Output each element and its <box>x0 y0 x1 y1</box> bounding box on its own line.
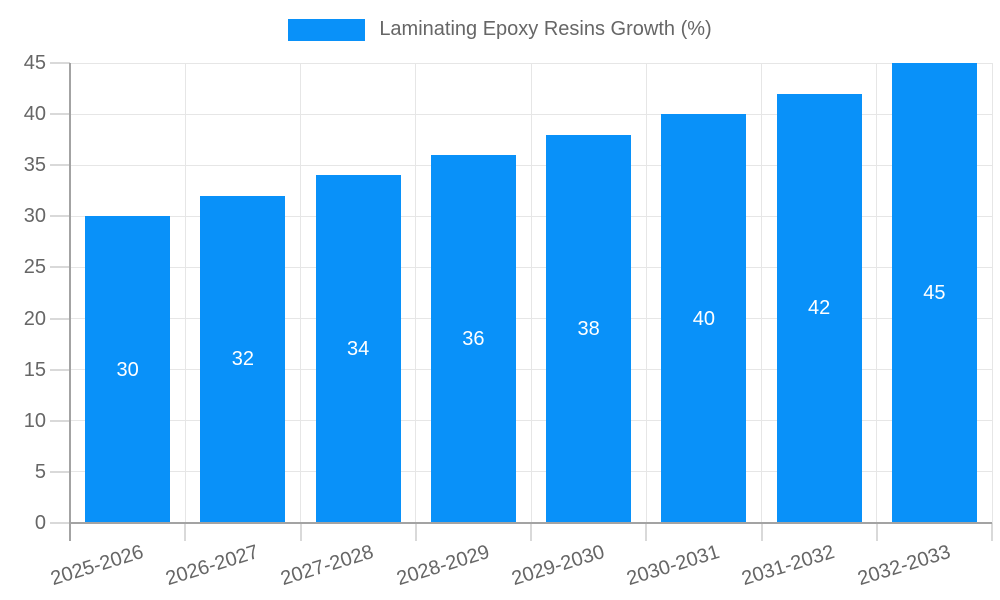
y-axis-tick-label: 40 <box>23 103 46 126</box>
x-axis-tick-label: 2025-2026 <box>48 541 147 591</box>
bar-value-label: 42 <box>808 297 831 320</box>
x-gridline <box>184 63 186 523</box>
x-axis-tick-label: 2029-2030 <box>509 541 608 591</box>
y-axis-tick-label: 35 <box>23 154 46 177</box>
bar[interactable] <box>430 155 516 523</box>
bar-value-label: 32 <box>231 348 254 371</box>
y-axis-tick-label: 45 <box>23 52 46 74</box>
x-gridline <box>645 63 647 523</box>
bar-value-label: 45 <box>923 282 946 304</box>
bar[interactable] <box>891 63 977 523</box>
legend-label: Laminating Epoxy Resins Growth (%) <box>379 18 712 40</box>
x-axis-tick-label: 2028-2029 <box>393 541 492 591</box>
y-axis-tick-label: 15 <box>23 358 46 381</box>
y-axis-tick <box>50 113 70 116</box>
x-axis-tick <box>875 523 878 541</box>
x-axis-tick-label: 2031-2032 <box>739 541 838 591</box>
x-axis-tick-label: 2030-2031 <box>624 541 723 591</box>
x-axis-tick <box>645 523 648 541</box>
x-axis-tick <box>991 523 993 541</box>
bar[interactable] <box>661 114 747 523</box>
x-axis-tick-label: 2032-2033 <box>854 541 953 591</box>
x-gridline <box>415 63 417 523</box>
bar-value-label: 40 <box>692 307 715 330</box>
y-axis-tick <box>50 368 70 371</box>
bar-value-label: 38 <box>577 317 600 340</box>
x-axis-tick <box>414 523 417 541</box>
bar[interactable] <box>546 134 632 523</box>
x-gridline <box>300 63 301 523</box>
bar-value-label: 34 <box>347 338 370 361</box>
bar[interactable] <box>776 93 862 523</box>
x-axis-tick <box>760 523 763 541</box>
bar[interactable] <box>85 216 171 523</box>
y-axis-tick-label: 5 <box>34 460 46 483</box>
y-axis-tick <box>50 215 70 218</box>
x-axis-tick <box>299 523 302 541</box>
y-axis-tick <box>50 522 70 524</box>
y-axis-tick-label: 10 <box>23 409 46 432</box>
x-axis-tick-label: 2027-2028 <box>278 541 377 591</box>
y-axis-line <box>69 63 71 541</box>
x-axis-tick <box>530 523 532 541</box>
bar[interactable] <box>200 195 286 523</box>
y-axis-tick-label: 30 <box>23 205 46 228</box>
x-axis-tick-label: 2026-2027 <box>163 541 262 591</box>
y-axis-tick <box>50 419 70 422</box>
x-gridline <box>530 63 532 523</box>
bar-value-label: 36 <box>462 328 485 350</box>
bar-value-label: 30 <box>116 358 139 381</box>
y-axis-tick-label: 25 <box>23 256 46 279</box>
y-axis-tick-label: 0 <box>34 512 46 534</box>
legend-swatch <box>288 18 366 41</box>
legend[interactable]: Laminating Epoxy Resins Growth (%) <box>0 18 1000 41</box>
y-axis-tick <box>50 266 70 269</box>
y-axis-tick <box>50 470 70 473</box>
x-axis-tick <box>184 523 187 541</box>
x-gridline <box>876 63 878 523</box>
y-axis-tick <box>50 164 70 167</box>
bar[interactable] <box>315 175 401 523</box>
x-axis-line <box>70 522 992 524</box>
y-axis-tick-label: 20 <box>23 307 46 330</box>
y-axis-tick <box>50 62 70 64</box>
y-axis-tick <box>50 317 70 320</box>
x-gridline <box>761 63 762 523</box>
x-gridline <box>991 63 993 523</box>
